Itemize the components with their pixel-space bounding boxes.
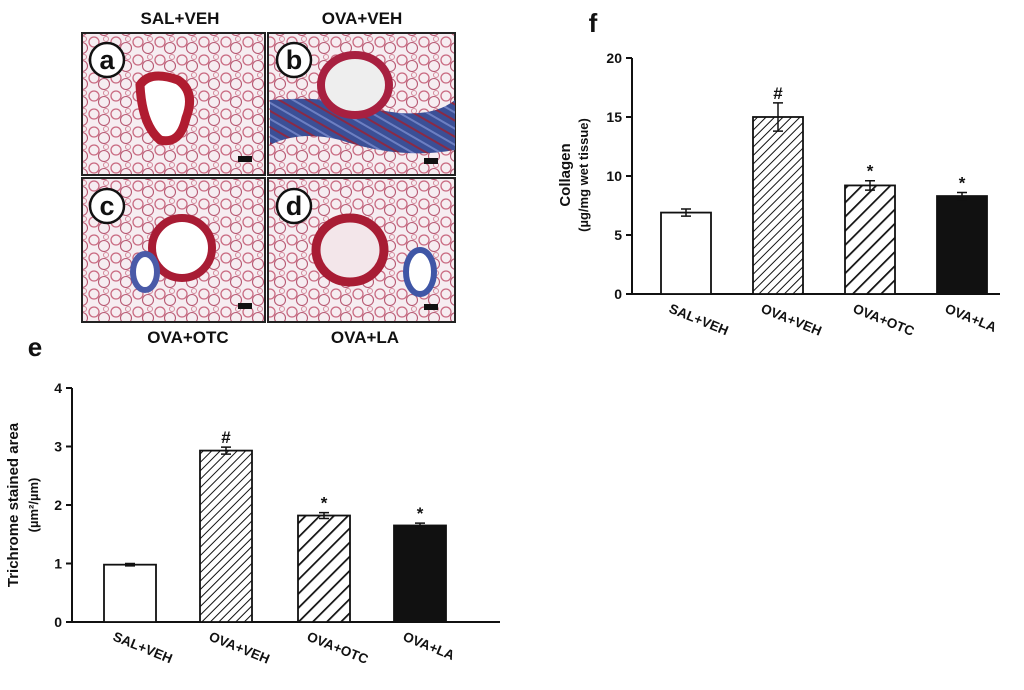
error-bar xyxy=(865,179,875,191)
x-tick-label: SAL+VEH xyxy=(111,629,175,666)
vessel xyxy=(403,247,437,297)
y-tick-label: 10 xyxy=(606,168,622,184)
bar xyxy=(393,524,447,623)
panel-badge xyxy=(88,187,126,225)
x-tick-label: OVA+VEH xyxy=(207,629,272,667)
error-bar xyxy=(681,208,691,217)
panel-label: SAL+VEH xyxy=(141,9,220,28)
bar xyxy=(199,449,253,623)
error-bar xyxy=(773,102,783,132)
panel-letter: d xyxy=(286,191,303,221)
significance-mark: * xyxy=(417,504,424,523)
bar xyxy=(660,211,712,295)
y-axis-unit: (µm²/µm) xyxy=(26,478,41,533)
airway xyxy=(317,51,393,119)
error-bar xyxy=(319,511,329,520)
bar xyxy=(844,184,896,295)
error-bar xyxy=(125,562,135,567)
y-axis-label: Trichrome stained area xyxy=(5,422,22,587)
y-tick-label: 2 xyxy=(54,497,62,513)
panel-badge xyxy=(275,41,313,79)
y-tick-label: 5 xyxy=(614,227,622,243)
y-tick-label: 3 xyxy=(54,439,62,455)
significance-mark: * xyxy=(321,494,328,513)
micrographs xyxy=(81,32,456,323)
bar xyxy=(936,195,988,295)
bar xyxy=(297,514,351,623)
y-tick-label: 1 xyxy=(54,556,62,572)
y-axis-unit: (µg/mg wet tissue) xyxy=(576,118,591,232)
scale-bar xyxy=(424,304,438,310)
vessel xyxy=(130,251,160,293)
significance-mark: * xyxy=(867,162,874,181)
y-axis-label: Collagen xyxy=(557,143,574,206)
panel-badge xyxy=(275,187,313,225)
x-tick-label: OVA+LA xyxy=(401,629,457,663)
airway xyxy=(135,71,195,146)
panel-letter: b xyxy=(286,45,303,75)
significance-mark: * xyxy=(959,174,966,193)
x-tick-label: OVA+VEH xyxy=(759,301,824,339)
y-tick-label: 20 xyxy=(606,50,622,66)
error-bar xyxy=(957,191,967,201)
significance-mark: # xyxy=(221,428,231,447)
x-tick-label: OVA+OTC xyxy=(851,301,917,339)
error-bar xyxy=(221,446,231,455)
y-tick-label: 0 xyxy=(54,614,62,630)
panel-letter: a xyxy=(99,45,115,75)
bar xyxy=(752,116,804,295)
panel-label: OVA+OTC xyxy=(147,328,228,347)
fibrosis xyxy=(270,98,455,154)
error-bar xyxy=(415,522,425,529)
x-tick-label: OVA+LA xyxy=(943,301,999,335)
scale-bar xyxy=(424,158,438,164)
significance-mark: # xyxy=(773,84,783,103)
x-tick-label: OVA+OTC xyxy=(305,629,371,667)
panel-letter: f xyxy=(589,8,598,38)
y-tick-label: 0 xyxy=(614,286,622,302)
x-tick-label: SAL+VEH xyxy=(667,301,731,338)
airway xyxy=(311,213,389,287)
panel-letter: e xyxy=(28,332,42,362)
y-tick-label: 15 xyxy=(606,109,622,125)
panel-label: OVA+VEH xyxy=(322,9,402,28)
panel-label: OVA+LA xyxy=(331,328,399,347)
panel-badge xyxy=(88,41,126,79)
panel-letter: c xyxy=(99,191,114,221)
scale-bar xyxy=(238,156,252,162)
scale-bar xyxy=(238,303,252,309)
bar xyxy=(103,563,157,623)
airway xyxy=(148,214,216,282)
y-tick-label: 4 xyxy=(54,380,62,396)
